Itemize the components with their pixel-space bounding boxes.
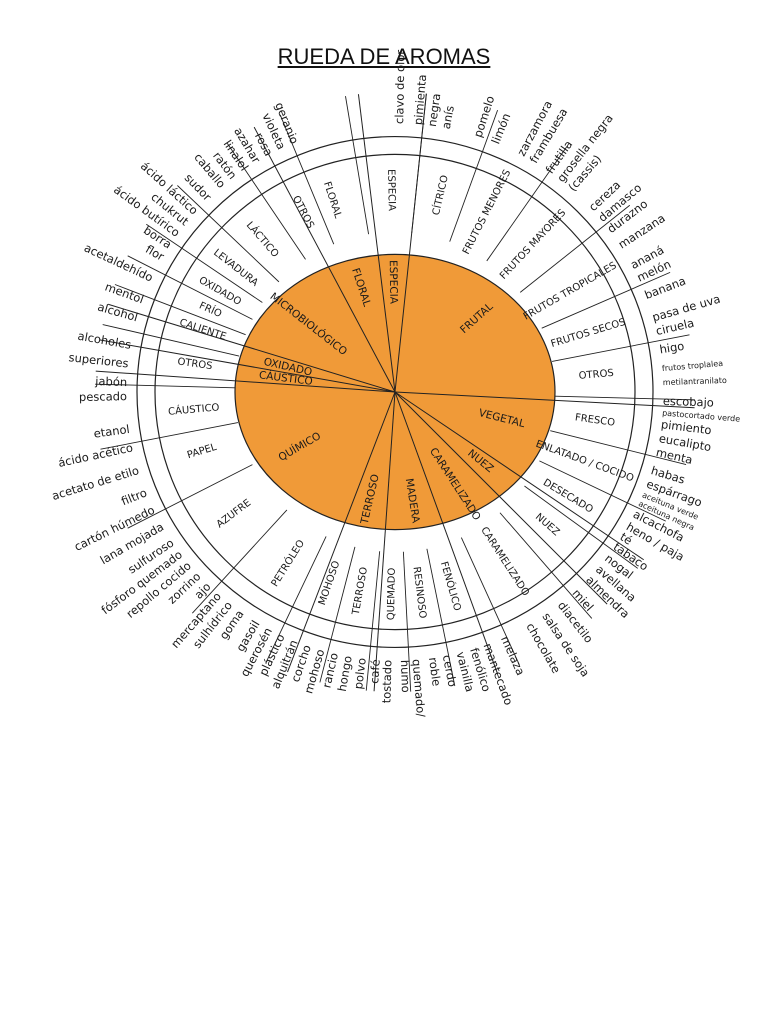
category-spoke — [107, 303, 396, 393]
wheel-lines — [95, 93, 695, 692]
subcategory-spoke — [102, 324, 240, 357]
subcategory-spoke — [127, 255, 253, 320]
subcategory-label: ESPECIA — [385, 169, 397, 211]
descriptor-label: hongo — [335, 655, 355, 693]
subcategory-spoke — [191, 509, 288, 614]
subcategory-spoke — [100, 422, 239, 450]
subcategory-label: OTROS — [290, 194, 316, 230]
subcategory-spoke — [279, 114, 335, 245]
subcategory-label: CÁUSTICO — [168, 400, 220, 417]
descriptor-label: humo — [398, 660, 413, 693]
subcategory-spoke — [265, 536, 327, 663]
subcategory-label: FRUTOS TROPICALES — [522, 260, 619, 322]
descriptor-label: polvo — [351, 657, 369, 690]
subcategory-spoke — [114, 284, 246, 336]
subcategory-label: TERROSO — [351, 566, 370, 617]
subcategory-label: FRÍO — [197, 299, 224, 320]
middle-ring — [154, 153, 636, 631]
subcategory-spoke — [95, 383, 236, 389]
subcategory-spoke — [177, 185, 280, 283]
subcategory-label: PAPEL — [186, 442, 218, 461]
subcategory-label: MOHOSO — [317, 559, 342, 606]
category-spoke — [394, 391, 644, 561]
subcategory-spoke — [539, 460, 666, 522]
subcategory-label: CALIENTE — [178, 317, 228, 342]
category-spoke — [99, 339, 396, 393]
subcategory-spoke — [365, 551, 381, 691]
category-spoke — [394, 391, 608, 605]
subcategory-spoke — [541, 271, 671, 329]
subcategory-spoke — [524, 485, 638, 569]
descriptor-label: tostado — [379, 660, 394, 704]
descriptor-label: ácido acético — [57, 440, 134, 470]
descriptor-label: pescado — [79, 389, 127, 404]
subcategory-label: FENÓLICO — [438, 560, 465, 613]
descriptor-label: quemado/ — [410, 659, 429, 718]
subcategory-label: RESINOSO — [410, 566, 427, 619]
subcategory-spoke — [402, 551, 412, 692]
category-label: ESPECIA — [387, 260, 400, 305]
descriptor-label: limón — [488, 111, 513, 146]
descriptor-label: anís — [439, 104, 457, 130]
category-spoke — [287, 391, 396, 673]
category-spoke — [394, 391, 499, 675]
descriptor-label: clavo de olor — [392, 50, 407, 125]
subcategory-spoke — [345, 96, 370, 235]
subcategory-label: OTROS — [177, 356, 213, 372]
descriptor-label: cerdo — [440, 654, 460, 688]
descriptor-label: jabón — [94, 374, 127, 389]
subcategory-spoke — [551, 334, 690, 362]
category-spoke — [253, 126, 396, 393]
subcategory-label: CÍTRICO — [429, 174, 451, 217]
subcategory-label: FRUTOS MENORES — [461, 168, 513, 256]
subcategory-label: FRESCO — [574, 412, 615, 429]
subcategory-label: CARAMELIZADO — [478, 525, 531, 598]
subcategory-label: LEVADURA — [211, 247, 260, 289]
subcategory-label: OTROS — [578, 368, 614, 382]
subcategory-label: PETRÓLEO — [268, 537, 307, 589]
subcategory-spoke — [449, 109, 499, 242]
descriptor-label: escobajo — [663, 394, 714, 410]
descriptor-label: higo — [659, 339, 686, 357]
subcategory-spoke — [554, 395, 695, 401]
category-spoke — [373, 391, 396, 692]
descriptor-label: pimiento — [660, 417, 712, 437]
subcategory-spoke — [460, 537, 520, 666]
subcategory-spoke — [486, 145, 568, 262]
descriptor-label: café — [367, 659, 383, 684]
descriptor-label: pimienta — [411, 74, 429, 126]
subcategory-label: ENLATADO / COCIDO — [534, 439, 635, 485]
subcategory-spoke — [146, 223, 263, 303]
descriptor-label: alcoholes — [77, 329, 133, 352]
subcategory-spoke — [411, 93, 427, 233]
subcategory-spoke — [426, 548, 456, 687]
subcategory-label: FRUTOS SECOS — [550, 317, 627, 350]
outer-ring — [136, 135, 654, 649]
subcategory-label: QUEMADO — [386, 567, 398, 620]
category-spoke — [394, 391, 695, 409]
page-title: RUEDA DE AROMAS — [277, 44, 491, 69]
subcategory-spoke — [319, 546, 356, 683]
descriptor-label: superiores — [68, 350, 129, 370]
subcategory-label: FRUTOS MAYORES — [498, 207, 568, 281]
descriptor-label: roble — [426, 656, 444, 687]
subcategory-spoke — [519, 204, 631, 293]
descriptor-label: negra — [425, 92, 444, 127]
descriptor-label: etanol — [93, 422, 131, 441]
subcategory-label: FLORAL — [321, 180, 343, 220]
category-spoke — [357, 94, 396, 393]
descriptor-label: frutos troplalea — [662, 359, 724, 373]
subcategory-label: AZUFRE — [215, 498, 254, 531]
subcategory-spoke — [127, 464, 253, 529]
subcategory-spoke — [550, 430, 687, 466]
category-spoke — [95, 370, 396, 393]
subcategory-spoke — [499, 512, 593, 619]
subcategory-spoke — [226, 143, 306, 260]
descriptor-label: metilantranilato — [663, 376, 727, 387]
descriptor-label: acetaldehído — [82, 241, 155, 285]
